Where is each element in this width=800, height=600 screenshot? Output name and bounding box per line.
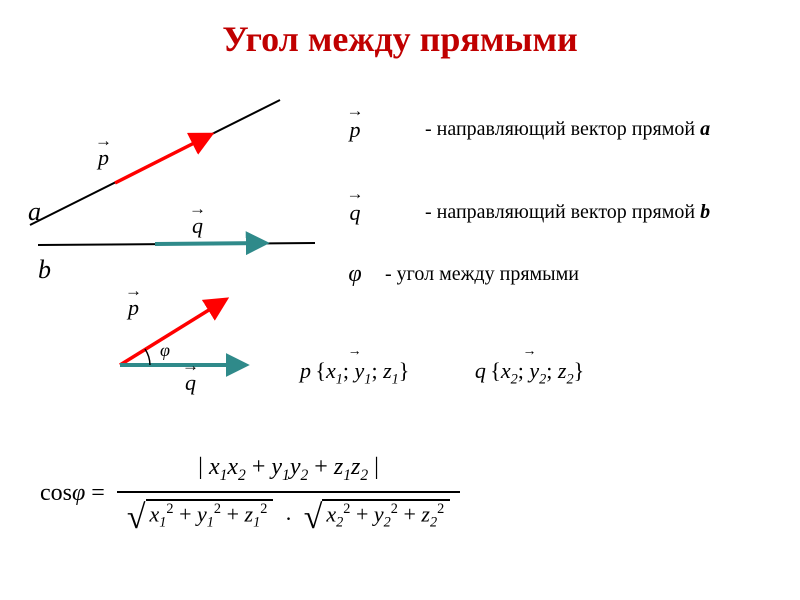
- label-angle-p: → p: [128, 295, 139, 321]
- radical-icon: √: [127, 501, 146, 535]
- vector-diagram: [10, 75, 340, 495]
- label-line-b: b: [38, 255, 51, 285]
- legend-q-desc: - направляющий вектор прямой: [420, 201, 700, 223]
- legend-row-q: → q - направляющий вектор прямой b: [340, 178, 710, 247]
- arrow-over-qcomp-icon: →: [475, 344, 584, 360]
- label-line-a: a: [28, 197, 41, 227]
- arrow-over-q-icon: →: [347, 184, 364, 204]
- formula-denominator: √ x12 + y12 + z12 · √ x22 + y22 + z22: [117, 495, 460, 537]
- formula-lhs: cosφ =: [40, 480, 111, 506]
- formula-numerator: | x1x2 + y1y2 + z1z2 |: [117, 450, 460, 489]
- p-components: → p {x1; y1; z1}: [300, 358, 409, 388]
- vector-q: [155, 243, 265, 244]
- arrow-over-p2-icon: →: [95, 131, 112, 151]
- arrow-over-p-icon: →: [347, 101, 364, 121]
- arrow-over-q3-icon: →: [182, 356, 199, 376]
- sqrt-right: √ x22 + y22 + z22: [304, 499, 451, 533]
- arrow-over-q2-icon: →: [189, 199, 206, 219]
- legend-block: → p - направляющий вектор прямой а → q -…: [340, 95, 710, 302]
- vector-p: [115, 135, 210, 183]
- legend-text-q: - направляющий вектор прямой b: [380, 178, 710, 247]
- legend-symbol-p: → p: [340, 117, 370, 143]
- page-title: Угол между прямыми: [0, 18, 800, 60]
- legend-row-p: → p - направляющий вектор прямой а: [340, 95, 710, 164]
- label-vector-q: → q: [192, 213, 203, 239]
- formula-fraction: | x1x2 + y1y2 + z1z2 | √ x12 + y12 + z12…: [117, 450, 460, 537]
- label-vector-p: → p: [98, 145, 109, 171]
- sqrt-left: √ x12 + y12 + z12: [127, 499, 274, 533]
- legend-p-obj: а: [700, 118, 710, 140]
- multiply-dot: ·: [279, 506, 298, 531]
- legend-p-desc: - направляющий вектор прямой: [420, 118, 700, 140]
- arrow-over-pcomp-icon: →: [300, 344, 409, 360]
- legend-symbol-phi: φ: [340, 261, 370, 288]
- label-angle-q: → q: [185, 370, 196, 396]
- legend-text-p: - направляющий вектор прямой а: [380, 95, 710, 164]
- radical-icon-2: √: [304, 501, 323, 535]
- legend-row-phi: φ - угол между прямыми: [340, 261, 710, 288]
- q-components: → q {x2; y2; z2}: [475, 358, 584, 388]
- legend-text-phi: - угол между прямыми: [380, 263, 579, 286]
- label-phi: φ: [160, 340, 170, 361]
- legend-symbol-q: → q: [340, 200, 370, 226]
- legend-q-obj: b: [700, 201, 710, 223]
- arrow-over-p3-icon: →: [125, 281, 142, 301]
- vector-components: → p {x1; y1; z1} → q {x2; y2; z2}: [300, 358, 584, 388]
- angle-arc-icon: [145, 349, 150, 365]
- cosine-formula: cosφ = | x1x2 + y1y2 + z1z2 | √ x12 + y1…: [40, 450, 460, 537]
